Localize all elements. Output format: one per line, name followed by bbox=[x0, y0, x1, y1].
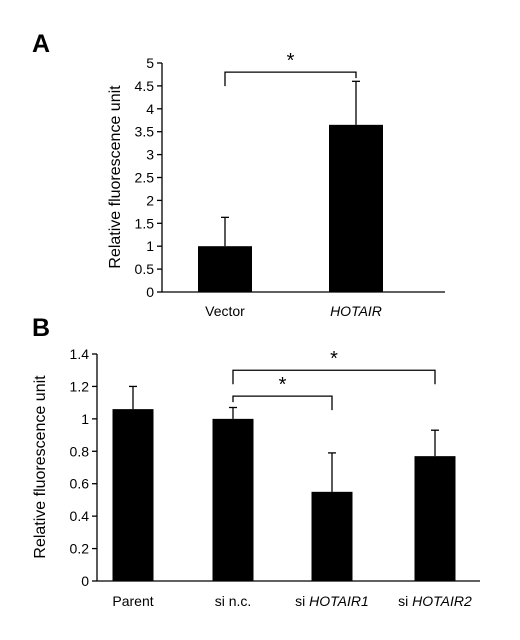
y-tick-label: 0.6 bbox=[70, 476, 90, 492]
x-category-label: Vector bbox=[205, 303, 245, 319]
y-tick-label: 4 bbox=[146, 101, 154, 117]
y-tick-label: 1.4 bbox=[70, 346, 90, 362]
y-tick-label: 1.2 bbox=[70, 378, 90, 394]
y-axis-title-b: Relative fluorescence unit bbox=[32, 375, 49, 559]
y-tick-label: 4.5 bbox=[135, 78, 155, 94]
bar bbox=[112, 409, 154, 581]
y-tick-label: 3 bbox=[146, 147, 154, 163]
y-tick-label: 1 bbox=[81, 411, 89, 427]
y-axis-title-a: Relative fluorescence unit bbox=[107, 85, 124, 269]
significance-bracket bbox=[224, 71, 357, 87]
significance-marker: * bbox=[330, 348, 338, 370]
panel-label-a: A bbox=[32, 30, 50, 58]
bar bbox=[329, 124, 383, 292]
significance-marker: * bbox=[287, 50, 295, 72]
y-tick-label: 0.5 bbox=[135, 261, 155, 277]
y-tick-label: 0 bbox=[81, 573, 89, 589]
y-tick-label: 2.5 bbox=[135, 170, 155, 186]
panel-label-b: B bbox=[32, 314, 50, 342]
significance-bracket bbox=[232, 369, 436, 385]
y-tick-label: 1.5 bbox=[135, 215, 155, 231]
bar bbox=[198, 246, 252, 292]
y-tick-label: 1 bbox=[146, 238, 154, 254]
y-tick-label: 0.8 bbox=[70, 443, 90, 459]
panel-b-chart: B 0 0.2 0.4 0.6 0.8 1 1.2 1.4 Relative fluorescen… bbox=[32, 314, 480, 609]
bar bbox=[212, 418, 254, 581]
y-tick-label: 3.5 bbox=[135, 124, 155, 140]
bar bbox=[311, 491, 353, 581]
y-tick-label: 0.2 bbox=[70, 541, 90, 557]
y-tick-label: 2 bbox=[146, 192, 154, 208]
bar bbox=[414, 456, 456, 581]
x-category-label: Parent bbox=[112, 593, 153, 609]
y-tick-label: 5 bbox=[146, 55, 154, 71]
x-category-label: HOTAIR bbox=[330, 303, 382, 319]
x-category-label: si HOTAIR1 bbox=[295, 593, 369, 609]
significance-marker: * bbox=[279, 374, 287, 396]
y-tick-label: 0.4 bbox=[70, 508, 90, 524]
y-tick-label: 0 bbox=[146, 284, 154, 300]
x-category-label: si n.c. bbox=[215, 593, 252, 609]
x-category-label: si HOTAIR2 bbox=[398, 593, 472, 609]
significance-bracket bbox=[232, 395, 333, 411]
panel-a-chart: A 0 0.5 1 1.5 2 2.5 3 3.5 4 4.5 5 Relative fluoresce… bbox=[32, 30, 445, 319]
